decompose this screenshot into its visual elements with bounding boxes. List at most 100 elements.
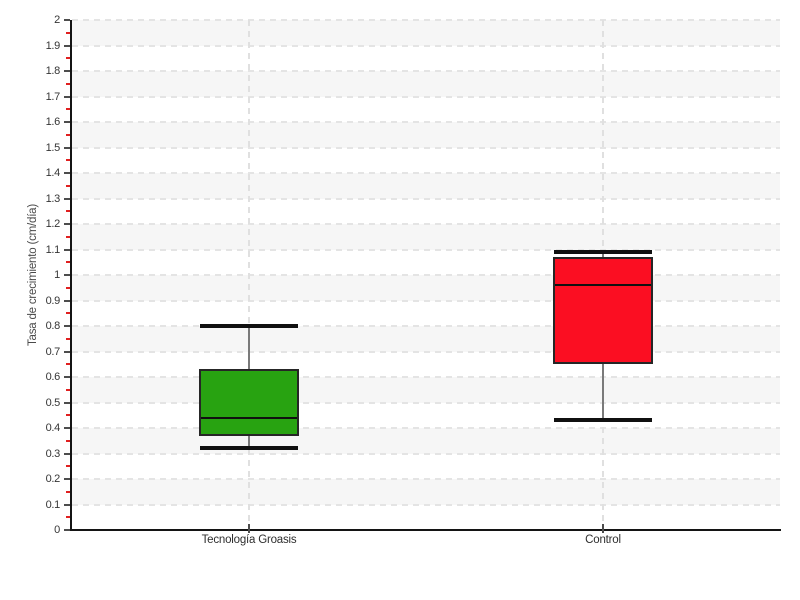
- y-minor-tick: [66, 235, 70, 238]
- y-major-tick: [64, 452, 70, 455]
- y-major-tick: [64, 401, 70, 404]
- zebra-band: [72, 479, 780, 505]
- y-minor-tick: [66, 465, 70, 468]
- horizontal-gridline: [72, 121, 780, 123]
- zebra-band: [72, 428, 780, 454]
- x-category-label: Control: [585, 534, 621, 546]
- y-tick-label: 1.6: [45, 116, 61, 128]
- horizontal-gridline: [72, 503, 780, 506]
- y-major-tick: [64, 478, 70, 480]
- x-tick: [248, 524, 250, 533]
- horizontal-gridline: [72, 44, 780, 47]
- horizontal-gridline: [72, 197, 780, 200]
- zebra-band: [72, 326, 780, 352]
- y-minor-tick: [66, 286, 70, 289]
- y-major-tick: [64, 274, 70, 276]
- y-minor-tick: [66, 414, 70, 417]
- x-category-label: Tecnología Groasis: [201, 534, 297, 546]
- zebra-band: [72, 71, 780, 97]
- y-tick-label: 0.1: [45, 498, 61, 511]
- y-major-tick: [64, 70, 70, 72]
- x-tick: [602, 524, 604, 533]
- whisker-cap-max: [200, 324, 298, 328]
- y-minor-tick: [66, 388, 70, 391]
- horizontal-gridline: [72, 274, 780, 276]
- y-minor-tick: [66, 363, 70, 366]
- y-tick-label: 1.8: [45, 65, 61, 77]
- whisker-cap-min: [554, 418, 652, 423]
- y-tick-label: 0.5: [45, 396, 61, 409]
- y-minor-tick: [66, 133, 70, 136]
- y-tick-label: 1.9: [45, 39, 61, 52]
- median-line: [555, 284, 651, 287]
- whisker-cap-max: [554, 250, 652, 255]
- horizontal-gridline: [72, 376, 780, 378]
- y-tick-label: 0.2: [45, 473, 61, 485]
- y-tick-label: 0.4: [45, 422, 61, 434]
- y-tick-label: 0.6: [45, 371, 61, 383]
- horizontal-gridline: [72, 350, 780, 353]
- y-major-tick: [64, 350, 70, 353]
- vertical-gridline: [248, 20, 250, 530]
- box: [553, 257, 653, 365]
- y-minor-tick: [66, 490, 70, 493]
- y-major-tick: [64, 299, 70, 302]
- zebra-band: [72, 122, 780, 148]
- y-minor-tick: [66, 261, 70, 264]
- horizontal-gridline: [72, 172, 780, 174]
- y-minor-tick: [66, 184, 70, 187]
- y-major-tick: [64, 325, 70, 327]
- zebra-band: [72, 224, 780, 250]
- y-axis-line: [70, 20, 72, 531]
- y-major-tick: [64, 427, 70, 429]
- y-minor-tick: [66, 108, 70, 111]
- y-minor-tick: [66, 159, 70, 162]
- horizontal-gridline: [72, 427, 780, 429]
- horizontal-gridline: [72, 146, 780, 149]
- y-minor-tick: [66, 439, 70, 442]
- y-tick-label: 1.2: [45, 218, 61, 230]
- horizontal-gridline: [72, 223, 780, 225]
- y-major-tick: [64, 146, 70, 149]
- y-major-tick: [64, 223, 70, 225]
- y-tick-label: 0.8: [45, 320, 61, 332]
- y-major-tick: [64, 197, 70, 200]
- horizontal-gridline: [72, 325, 780, 327]
- box: [199, 369, 299, 436]
- zebra-band: [72, 275, 780, 301]
- y-tick-label: 0.3: [45, 447, 61, 460]
- y-tick-label: 0.9: [45, 294, 61, 307]
- y-minor-tick: [66, 337, 70, 340]
- zebra-band: [72, 377, 780, 403]
- y-major-tick: [64, 503, 70, 506]
- y-tick-label: 1.4: [45, 167, 61, 179]
- y-tick-label: 1.5: [45, 141, 61, 154]
- y-major-tick: [64, 121, 70, 123]
- y-tick-label: 1.7: [45, 90, 61, 103]
- y-major-tick: [64, 19, 70, 21]
- y-minor-tick: [66, 31, 70, 34]
- horizontal-gridline: [72, 478, 780, 480]
- y-major-tick: [64, 529, 70, 531]
- y-minor-tick: [66, 312, 70, 315]
- y-tick-label: 2: [54, 14, 60, 26]
- horizontal-gridline: [72, 70, 780, 72]
- y-major-tick: [64, 376, 70, 378]
- horizontal-gridline: [72, 452, 780, 455]
- horizontal-gridline: [72, 401, 780, 404]
- y-minor-tick: [66, 57, 70, 60]
- horizontal-gridline: [72, 19, 780, 21]
- y-major-tick: [64, 95, 70, 98]
- y-minor-tick: [66, 82, 70, 85]
- y-minor-tick: [66, 516, 70, 519]
- y-major-tick: [64, 44, 70, 47]
- x-axis-line: [70, 529, 781, 531]
- median-line: [201, 416, 297, 419]
- whisker-cap-min: [200, 446, 298, 451]
- y-tick-label: 0: [54, 524, 60, 536]
- y-tick-label: 1: [54, 269, 60, 281]
- horizontal-gridline: [72, 299, 780, 302]
- y-minor-tick: [66, 210, 70, 213]
